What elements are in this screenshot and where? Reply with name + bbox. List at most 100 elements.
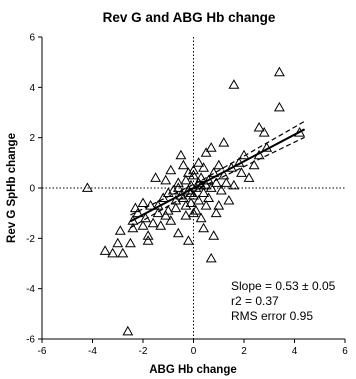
data-point [203, 192, 215, 202]
data-point [248, 159, 260, 170]
data-point [223, 194, 235, 205]
data-point [112, 237, 124, 248]
slope-text: Slope = 0.53 ± 0.05 [231, 279, 336, 293]
data-point [253, 122, 265, 132]
data-point [142, 235, 154, 245]
y-tick-label: -6 [26, 335, 35, 346]
y-tick-label: 0 [29, 184, 35, 195]
data-point [253, 149, 265, 160]
data-point [165, 164, 177, 175]
data-point [205, 182, 217, 192]
data-point [140, 212, 151, 223]
data-point [150, 172, 162, 182]
data-point [213, 199, 225, 210]
data-point [129, 202, 141, 213]
data-point [193, 194, 205, 205]
data-points [81, 66, 306, 336]
y-axis-label: Rev G SpHb change [6, 133, 18, 243]
data-point [175, 149, 187, 160]
x-tick-label: -2 [139, 346, 148, 357]
data-point [137, 220, 149, 230]
data-point [172, 182, 184, 192]
data-point [273, 101, 285, 112]
data-point [162, 205, 174, 215]
y-tick-label: -4 [26, 284, 35, 295]
data-point [122, 325, 134, 336]
data-point [243, 172, 255, 182]
r2-text: r2 = 0.37 [231, 294, 279, 308]
data-point [182, 184, 194, 195]
data-point [160, 174, 172, 185]
data-point [203, 174, 215, 185]
data-point [170, 194, 182, 205]
y-ticks: -6 -4 -2 0 2 4 6 [26, 33, 42, 346]
data-point [127, 222, 139, 233]
x-tick-label: 0 [191, 346, 197, 357]
data-point [157, 192, 169, 202]
data-point [205, 252, 217, 263]
data-point [200, 199, 212, 210]
data-point [152, 207, 164, 218]
data-point [220, 177, 232, 187]
data-point [228, 79, 240, 89]
data-point [177, 192, 189, 202]
data-point [213, 159, 225, 170]
ci-lower-line [130, 136, 305, 229]
y-tick-label: 4 [29, 83, 35, 94]
data-point [81, 182, 93, 192]
data-point [294, 126, 306, 137]
stats-annotation: Slope = 0.53 ± 0.05 r2 = 0.37 RMS error … [231, 279, 336, 323]
data-point [193, 177, 205, 187]
data-point [114, 225, 126, 235]
data-point [188, 189, 199, 200]
x-ticks: -6 -4 -2 0 2 4 6 [38, 339, 348, 357]
data-point [198, 162, 210, 172]
data-point [225, 162, 237, 172]
data-point [185, 187, 197, 197]
data-point [188, 169, 199, 180]
data-point [137, 197, 149, 207]
data-point [195, 212, 207, 223]
data-point [160, 210, 172, 220]
data-point [200, 147, 212, 157]
data-point [188, 164, 199, 175]
data-point [198, 187, 210, 197]
data-point [142, 230, 154, 240]
data-point [218, 137, 230, 147]
data-point [180, 210, 192, 220]
data-point [210, 177, 222, 187]
data-point [215, 184, 227, 195]
data-point [117, 247, 129, 258]
x-tick-label: -6 [38, 346, 47, 357]
y-tick-label: -2 [26, 234, 35, 245]
x-tick-label: 4 [292, 346, 298, 357]
data-point [182, 235, 194, 245]
data-point [177, 159, 189, 170]
chart-title: Rev G and ABG Hb change [103, 10, 276, 25]
x-tick-label: 6 [342, 346, 348, 357]
data-point [182, 167, 194, 177]
data-point [147, 217, 159, 228]
data-point [198, 222, 210, 233]
y-tick-label: 6 [29, 33, 35, 44]
data-point [190, 205, 202, 215]
data-point [180, 199, 192, 210]
data-point [152, 199, 164, 210]
data-point [175, 189, 187, 200]
data-point [124, 237, 136, 248]
data-point [238, 149, 250, 160]
ci-upper-line [130, 120, 305, 216]
data-point [162, 187, 174, 197]
data-point [205, 142, 217, 152]
data-point [218, 169, 230, 180]
data-point [208, 230, 220, 240]
data-point [145, 199, 157, 210]
data-point [261, 142, 273, 152]
data-point [188, 207, 199, 218]
data-point [236, 167, 247, 177]
data-point [233, 157, 245, 167]
x-tick-label: 2 [241, 346, 247, 357]
data-point [172, 227, 184, 238]
data-point [165, 215, 177, 225]
